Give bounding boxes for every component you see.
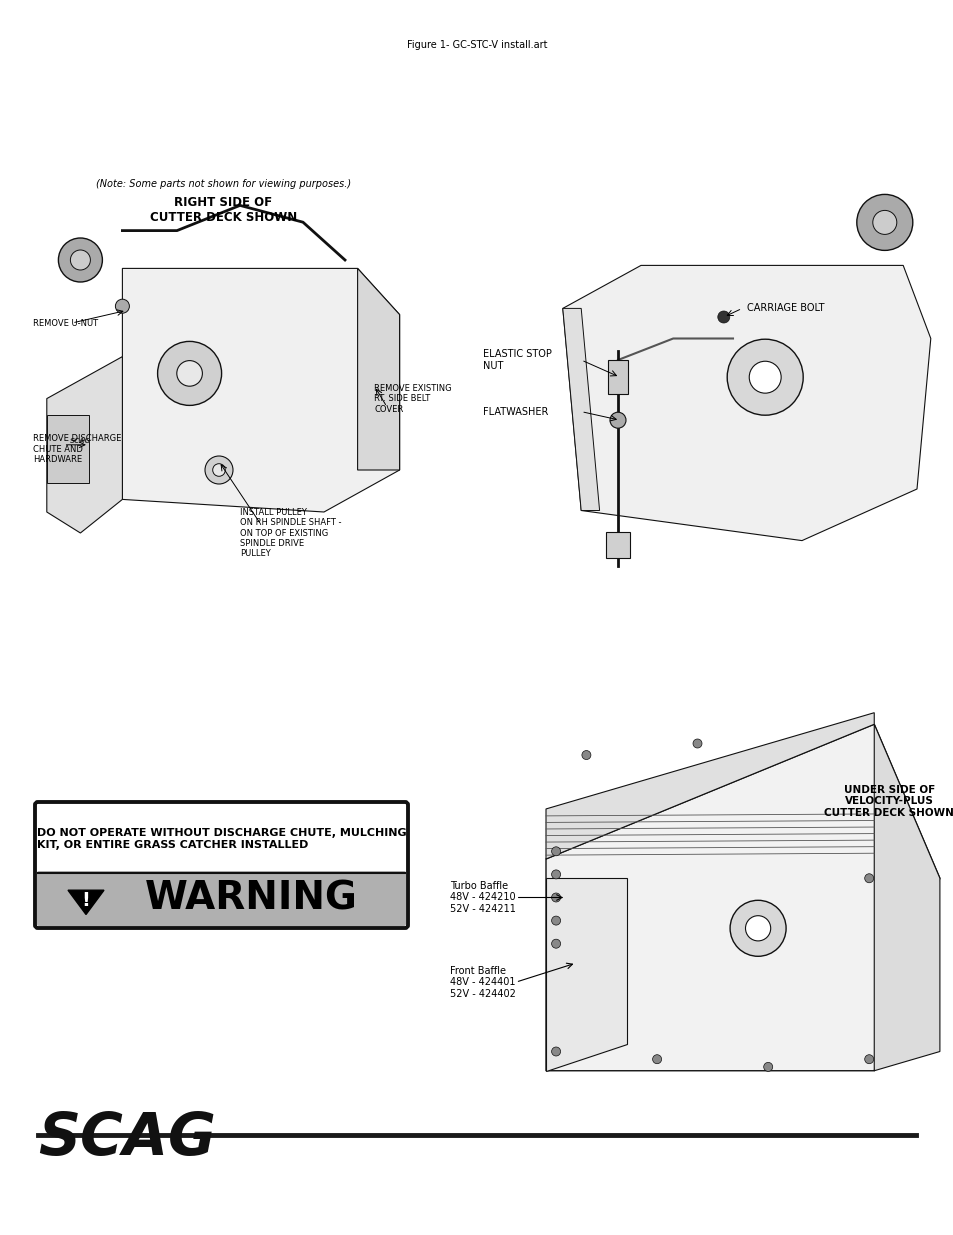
Circle shape [551,893,560,902]
Circle shape [213,463,225,477]
Text: REMOVE U-NUT: REMOVE U-NUT [33,319,98,327]
Bar [607,359,627,394]
Circle shape [551,1047,560,1056]
Circle shape [863,1055,873,1063]
Circle shape [58,238,102,282]
Circle shape [652,1055,661,1063]
Circle shape [71,249,91,270]
Text: REMOVE DISCHARGE
CHUTE AND
HARDWARE: REMOVE DISCHARGE CHUTE AND HARDWARE [33,433,121,464]
Circle shape [551,916,560,925]
Text: SCAG: SCAG [38,1110,215,1167]
Text: REMOVE EXISTING
RT. SIDE BELT
COVER: REMOVE EXISTING RT. SIDE BELT COVER [374,384,452,414]
Text: ELASTIC STOP
NUT: ELASTIC STOP NUT [482,350,551,370]
Circle shape [581,751,590,760]
Polygon shape [47,357,122,534]
Text: FLATWASHER: FLATWASHER [482,406,548,416]
FancyBboxPatch shape [37,871,406,926]
Text: (Note: Some parts not shown for viewing purposes.): (Note: Some parts not shown for viewing … [95,179,351,189]
Circle shape [551,939,560,948]
Text: SCAG: SCAG [70,437,91,443]
Polygon shape [545,724,939,1071]
Circle shape [551,847,560,856]
Circle shape [763,1062,772,1072]
Text: WARNING: WARNING [144,881,357,918]
Text: Front Baffle
48V - 424401
52V - 424402: Front Baffle 48V - 424401 52V - 424402 [450,966,516,999]
Polygon shape [47,415,89,483]
Polygon shape [562,266,930,541]
Circle shape [748,362,781,393]
Text: RIGHT SIDE OF
CUTTER DECK SHOWN: RIGHT SIDE OF CUTTER DECK SHOWN [150,195,296,224]
Circle shape [157,341,221,405]
Circle shape [692,739,701,748]
Polygon shape [68,890,104,914]
Circle shape [856,194,912,251]
Polygon shape [605,532,629,558]
Circle shape [729,900,785,956]
Circle shape [717,311,729,324]
Text: DO NOT OPERATE WITHOUT DISCHARGE CHUTE, MULCHING
KIT, OR ENTIRE GRASS CATCHER IN: DO NOT OPERATE WITHOUT DISCHARGE CHUTE, … [36,829,406,850]
Polygon shape [873,724,939,1071]
Text: UNDER SIDE OF
VELOCITY-PLUS
CUTTER DECK SHOWN: UNDER SIDE OF VELOCITY-PLUS CUTTER DECK … [823,784,953,818]
Polygon shape [122,268,399,513]
Circle shape [744,915,770,941]
Circle shape [115,299,130,314]
Circle shape [872,210,896,235]
Circle shape [551,869,560,879]
Polygon shape [357,268,399,471]
Polygon shape [562,309,599,510]
Text: !: ! [81,890,91,910]
Polygon shape [545,878,626,1071]
Text: Turbo Baffle
48V - 424210
52V - 424211: Turbo Baffle 48V - 424210 52V - 424211 [450,881,516,914]
Circle shape [726,340,802,415]
Text: CARRIAGE BOLT: CARRIAGE BOLT [746,304,823,314]
Circle shape [205,456,233,484]
FancyBboxPatch shape [35,802,408,927]
Circle shape [609,412,625,429]
Polygon shape [545,713,873,860]
Text: INSTALL PULLEY
ON RH SPINDLE SHAFT -
ON TOP OF EXISTING
SPINDLE DRIVE
PULLEY: INSTALL PULLEY ON RH SPINDLE SHAFT - ON … [240,508,341,558]
Circle shape [176,361,202,387]
Text: Figure 1- GC-STC-V install.art: Figure 1- GC-STC-V install.art [406,40,547,49]
Circle shape [863,873,873,883]
